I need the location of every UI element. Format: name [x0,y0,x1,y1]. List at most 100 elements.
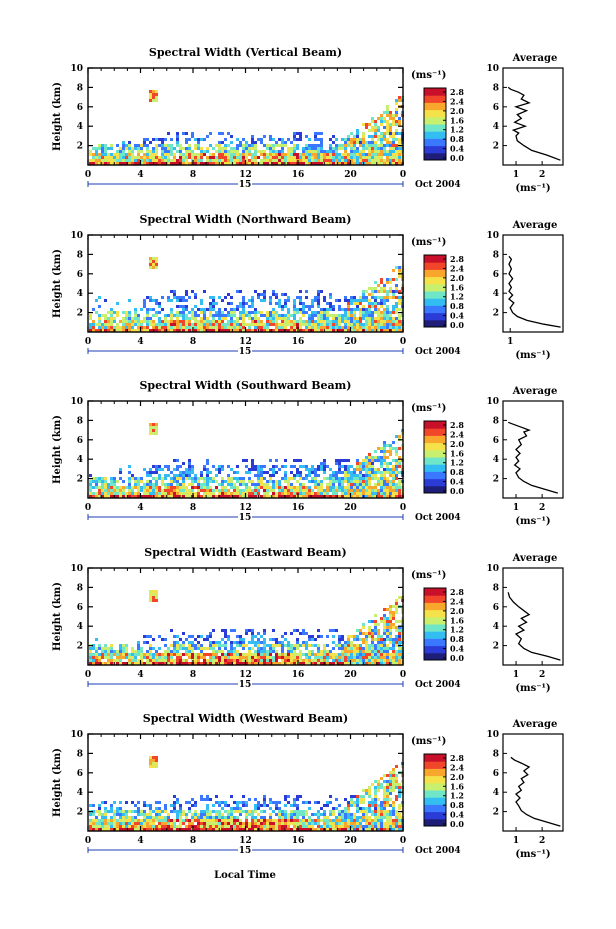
heatmap-cell [104,813,107,816]
heatmap-cell [383,111,386,114]
heatmap-cell [386,780,389,783]
heatmap-cell [329,159,332,162]
heatmap-cell [176,653,179,656]
heatmap-cell [386,296,389,299]
average-y-tick-label: 6 [493,603,499,613]
heatmap-cell [272,317,275,320]
heatmap-cell [359,138,362,141]
heatmap-cell [371,468,374,471]
heatmap-cell [164,156,167,159]
heatmap-cell [356,659,359,662]
heatmap-cell [293,474,296,477]
heatmap-cell [155,266,158,269]
heatmap-cell [335,138,338,141]
heatmap-cell [236,153,239,156]
heatmap-cell [194,162,197,165]
heatmap-cell [347,659,350,662]
heatmap-cell [134,825,137,828]
heatmap-cell [323,311,326,314]
heatmap-cell [140,813,143,816]
heatmap-cell [368,150,371,153]
heatmap-cell [368,302,371,305]
heatmap-cell [350,296,353,299]
heatmap-cell [191,317,194,320]
heatmap-cell [287,825,290,828]
heatmap-cell [377,644,380,647]
heatmap-cell [119,810,122,813]
heatmap-cell [248,477,251,480]
heatmap-cell [350,465,353,468]
heatmap-cell [149,593,152,596]
heatmap-cell [359,483,362,486]
heatmap-cell [242,320,245,323]
heatmap-cell [371,813,374,816]
heatmap-cell [152,659,155,662]
heatmap-cell [116,150,119,153]
heatmap-cell [203,153,206,156]
heatmap-cell [386,314,389,317]
heatmap-cell [149,495,152,498]
heatmap-cell [248,471,251,474]
heatmap-cell [143,141,146,144]
heatmap-cell [167,495,170,498]
heatmap-cell [314,813,317,816]
heatmap-cell [380,278,383,281]
heatmap-cell [272,311,275,314]
heatmap-cell [347,144,350,147]
x-tick-label: 12 [239,170,252,180]
heatmap-cell [371,489,374,492]
heatmap-cell [287,656,290,659]
heatmap-cell [209,822,212,825]
heatmap-cell [362,789,365,792]
heatmap-cell [383,284,386,287]
heatmap-cell [251,629,254,632]
heatmap-cell [170,629,173,632]
colorbar-units: (ms⁻¹) [411,70,446,81]
heatmap-cell [140,144,143,147]
heatmap-cell [263,156,266,159]
heatmap-cell [311,156,314,159]
heatmap-cell [383,317,386,320]
heatmap-cell [389,816,392,819]
heatmap-cell [242,801,245,804]
heatmap-cell [191,156,194,159]
heatmap-cell [323,819,326,822]
heatmap-cell [326,659,329,662]
heatmap-cell [179,326,182,329]
heatmap-cell [281,314,284,317]
heatmap-cell [206,819,209,822]
heatmap-cell [326,465,329,468]
heatmap-cell [137,828,140,831]
heatmap-cell [134,486,137,489]
heatmap-cell [332,659,335,662]
heatmap-cell [284,299,287,302]
heatmap-cell [380,114,383,117]
heatmap-cell [329,144,332,147]
heatmap-cell [380,311,383,314]
heatmap-cell [209,153,212,156]
heatmap-cell [281,825,284,828]
heatmap-cell [314,822,317,825]
heatmap-cell [272,329,275,332]
heatmap-cell [221,468,224,471]
heatmap-cell [206,317,209,320]
heatmap-cell [299,653,302,656]
heatmap-cell [254,659,257,662]
heatmap-cell [266,656,269,659]
heatmap-cell [347,326,350,329]
heatmap-cell [158,317,161,320]
heatmap-cell [320,828,323,831]
heatmap-cell [197,489,200,492]
heatmap-cell [263,644,266,647]
heatmap-cell [137,647,140,650]
heatmap-cell [206,825,209,828]
heatmap-cell [197,492,200,495]
heatmap-cell [341,308,344,311]
heatmap-cell [380,135,383,138]
colorbar-frame [423,254,447,328]
heatmap-cell [101,323,104,326]
heatmap-cell [290,153,293,156]
heatmap-cell [302,305,305,308]
heatmap-cell [230,641,233,644]
heatmap-cell [251,144,254,147]
